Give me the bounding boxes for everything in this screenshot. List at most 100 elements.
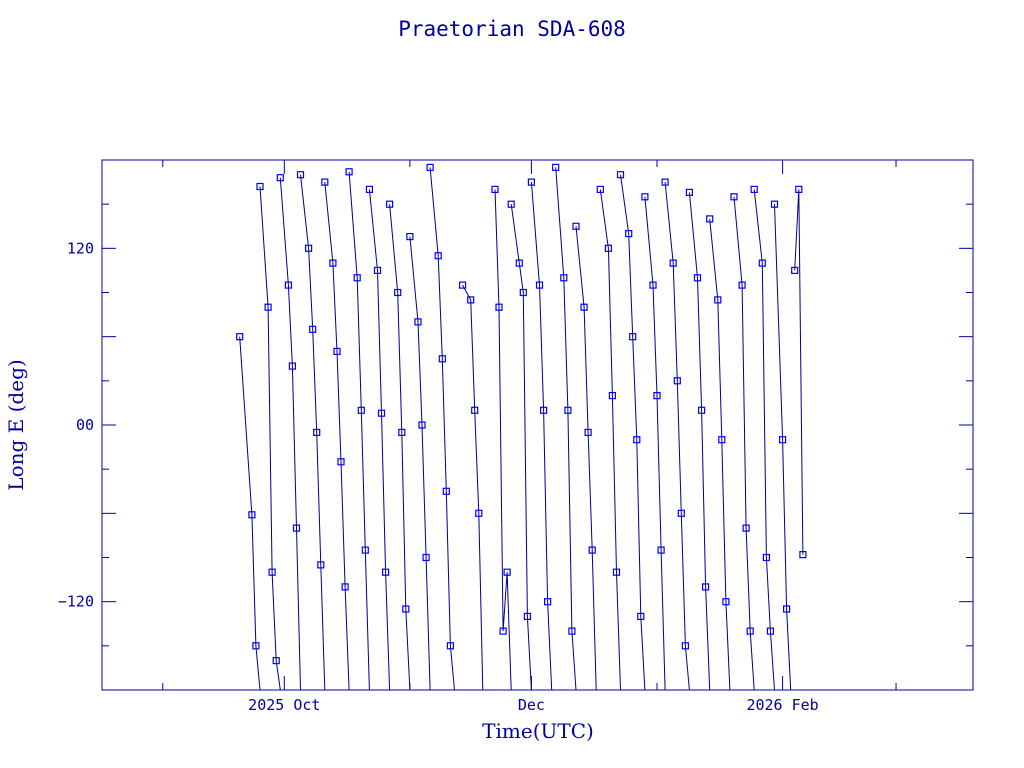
data-point xyxy=(519,288,527,297)
data-point xyxy=(317,561,325,569)
series-line xyxy=(709,218,731,691)
data-point xyxy=(543,598,552,606)
data-point xyxy=(706,215,714,223)
data-point xyxy=(495,303,503,311)
series-line xyxy=(688,192,711,691)
data-point xyxy=(649,281,657,289)
data-point xyxy=(471,406,479,414)
data-point xyxy=(596,185,604,193)
data-point xyxy=(446,642,454,650)
data-point xyxy=(414,318,422,326)
data-point xyxy=(527,178,536,186)
plot-frame xyxy=(101,159,974,691)
data-point xyxy=(329,259,337,267)
data-point xyxy=(341,583,349,591)
x-tick-label: 2026 Feb xyxy=(746,696,818,714)
data-point xyxy=(365,185,373,193)
tick-labels: 120 00 −120 2025 Oct Dec 2026 Feb xyxy=(58,239,819,714)
series-line xyxy=(300,174,326,691)
data-point xyxy=(475,509,483,517)
data-point xyxy=(345,168,353,176)
series-line xyxy=(494,189,512,691)
y-tick-label: 120 xyxy=(67,239,94,257)
data-point xyxy=(681,642,690,650)
data-point xyxy=(272,656,280,665)
data-point xyxy=(256,182,264,191)
data-point xyxy=(394,288,402,297)
data-point xyxy=(637,612,645,621)
data-point xyxy=(758,259,766,267)
data-point xyxy=(641,193,649,201)
series-markers xyxy=(236,163,807,665)
data-point xyxy=(653,392,661,400)
series-line xyxy=(599,189,621,691)
data-point xyxy=(373,266,382,274)
y-tick-label: 00 xyxy=(76,416,94,434)
data-point xyxy=(535,281,544,289)
data-point xyxy=(746,627,754,635)
series-line xyxy=(389,204,411,691)
data-point xyxy=(580,303,588,311)
data-point xyxy=(693,274,702,282)
series-line xyxy=(429,167,455,691)
data-point xyxy=(236,333,244,341)
series-line xyxy=(368,189,391,691)
data-point xyxy=(268,568,276,576)
data-point xyxy=(673,377,681,385)
data-point xyxy=(491,185,499,193)
data-point xyxy=(738,281,746,289)
series-line xyxy=(794,189,804,555)
data-point xyxy=(305,244,313,252)
series-line xyxy=(620,174,646,691)
data-point xyxy=(799,550,807,559)
data-point xyxy=(552,163,560,171)
series-line xyxy=(774,204,792,691)
x-tick-label: 2025 Oct xyxy=(248,696,320,714)
data-point xyxy=(499,627,507,635)
data-point xyxy=(361,546,369,554)
data-point xyxy=(568,627,576,635)
series-line xyxy=(510,204,532,691)
series-lines xyxy=(239,167,804,691)
data-point xyxy=(584,428,592,436)
data-point xyxy=(730,193,738,201)
data-point xyxy=(357,406,365,414)
series-line xyxy=(462,284,484,691)
data-point xyxy=(377,409,386,417)
data-point xyxy=(288,362,296,370)
data-point xyxy=(629,333,637,341)
data-point xyxy=(459,281,467,289)
data-point xyxy=(438,355,446,363)
data-point xyxy=(309,325,317,333)
data-point xyxy=(313,428,321,436)
data-point xyxy=(625,230,633,238)
data-point xyxy=(604,244,613,252)
data-point xyxy=(766,627,775,635)
data-point xyxy=(572,222,580,230)
series-line xyxy=(324,182,350,691)
series-line xyxy=(753,189,775,691)
data-point xyxy=(292,524,301,532)
data-point xyxy=(353,274,361,282)
data-point xyxy=(608,392,617,400)
series-line xyxy=(530,182,553,691)
data-point xyxy=(685,188,694,196)
data-point xyxy=(770,200,779,208)
data-point xyxy=(321,178,329,186)
data-point xyxy=(264,303,272,311)
data-point xyxy=(633,436,641,444)
data-point xyxy=(434,252,442,260)
data-point xyxy=(722,598,730,606)
data-point xyxy=(337,458,345,466)
chart-title: Praetorian SDA-608 xyxy=(398,17,626,41)
data-point xyxy=(588,546,596,554)
data-point xyxy=(539,406,548,414)
data-point xyxy=(467,296,475,304)
data-point xyxy=(296,171,305,179)
data-point xyxy=(503,568,511,576)
data-point xyxy=(564,406,572,414)
data-point xyxy=(750,185,758,193)
data-point xyxy=(791,266,799,274)
data-point xyxy=(778,436,787,444)
data-point xyxy=(657,546,665,554)
